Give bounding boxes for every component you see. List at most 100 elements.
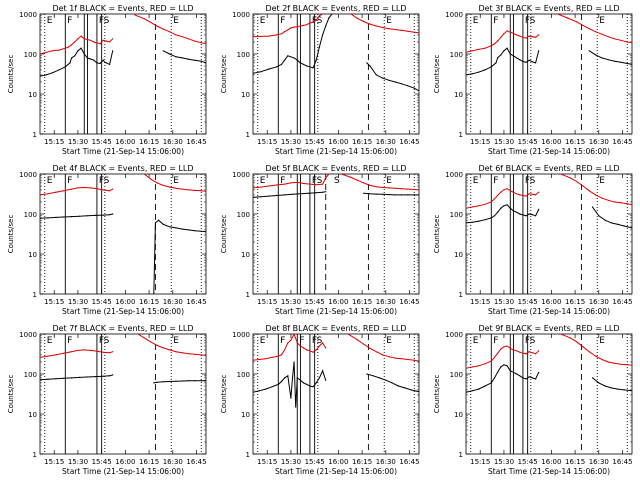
data-point-events [306,65,308,67]
data-point-events [516,211,518,213]
data-point-events [78,215,81,217]
data-point-events [538,371,540,373]
data-point-lld [276,184,278,186]
x-axis-label: Start Time (21-Sep-14 15:06:00) [62,307,184,316]
data-point-lld [109,41,111,43]
data-point-events [626,62,628,65]
data-point-events [71,377,73,379]
data-point-lld [143,18,145,20]
data-point-events [388,194,390,196]
data-point-lld [86,38,88,41]
data-point-lld [293,26,295,28]
data-point-lld [363,20,365,23]
data-point-events [299,379,301,381]
chart-title: Det 9f BLACK = Events, RED = LLD [478,324,619,333]
data-point-lld [500,348,502,350]
data-point-lld [150,341,152,343]
data-point-events [271,386,273,388]
data-point-events [495,62,497,64]
data-point-events [500,207,502,209]
data-point-lld [620,202,622,204]
data-point-lld [631,204,632,206]
data-point-events [45,74,47,76]
event-marker-label: E [386,16,392,26]
data-point-events [153,293,155,294]
data-point-lld [531,352,534,354]
chart-title: Det 5f BLACK = Events, RED = LLD [265,164,406,173]
data-point-lld [40,53,41,55]
data-point-lld [194,189,196,191]
event-marker-label: F [299,336,304,346]
data-point-events [318,377,320,379]
data-point-lld [63,190,65,192]
event-marker-label: E [47,176,53,186]
data-point-lld [626,41,628,43]
data-point-lld [522,352,524,354]
data-point-lld [205,354,206,357]
data-point-lld [388,356,390,358]
data-point-lld [52,50,54,52]
data-point-events [522,377,524,379]
data-point-lld [595,355,597,357]
data-point-events [598,382,600,384]
data-point-lld [588,28,590,30]
event-marker-label: E [473,16,479,26]
data-point-events [497,57,499,59]
data-point-events [109,214,111,216]
y-tick-label: 1 [246,131,250,139]
data-point-lld [538,350,540,352]
data-point-events [86,215,88,217]
data-point-lld [466,207,467,209]
data-point-events [104,61,106,63]
data-point-events [299,62,301,64]
data-point-events [307,192,309,194]
data-point-events [74,55,76,57]
event-marker-label: F [525,176,530,186]
x-tick-label: 16:15 [352,138,372,146]
data-point-lld [322,14,324,15]
data-point-lld [325,347,327,349]
event-marker-label: S [104,176,110,186]
data-point-events [55,216,57,218]
data-point-lld [315,19,317,21]
series-line-events [163,50,206,64]
data-point-lld [466,51,467,53]
data-point-lld [260,35,262,38]
data-point-lld [102,189,104,191]
data-point-lld [315,349,317,351]
x-tick-label: 15:15 [470,458,490,466]
data-point-events [535,62,537,64]
series-line-events [153,380,206,384]
data-point-events [522,60,524,63]
data-point-lld [500,36,502,39]
data-point-lld [83,38,85,40]
data-point-events [58,69,60,71]
x-axis-label: Start Time (21-Sep-14 15:06:00) [275,147,397,156]
data-point-events [375,193,377,195]
data-point-lld [601,33,603,35]
data-point-lld [497,194,499,197]
data-point-lld [363,343,365,345]
data-point-events [162,381,164,383]
data-point-events [205,380,206,382]
event-marker-label: S [104,336,110,346]
data-point-events [315,382,317,384]
event-marker-label: S [317,176,323,186]
series-line-lld [253,14,323,38]
data-point-events [325,191,327,193]
chart-panel-8: Det 8f BLACK = Events, RED = LLD 1 10 100 10… [220,324,420,476]
data-point-events [175,227,177,229]
data-point-events [509,53,511,55]
data-point-events [325,379,327,381]
x-tick-label: 15:30 [281,458,301,466]
data-point-lld [299,345,301,347]
data-point-lld [200,354,202,356]
series-line-lld [40,186,113,196]
data-point-events [410,389,412,391]
data-point-events [276,194,278,197]
y-axis-label: Counts/sec [433,55,441,94]
y-tick-label: 100 [24,51,37,59]
data-point-lld [137,334,139,335]
data-point-lld [194,40,196,42]
data-point-lld [96,42,98,44]
